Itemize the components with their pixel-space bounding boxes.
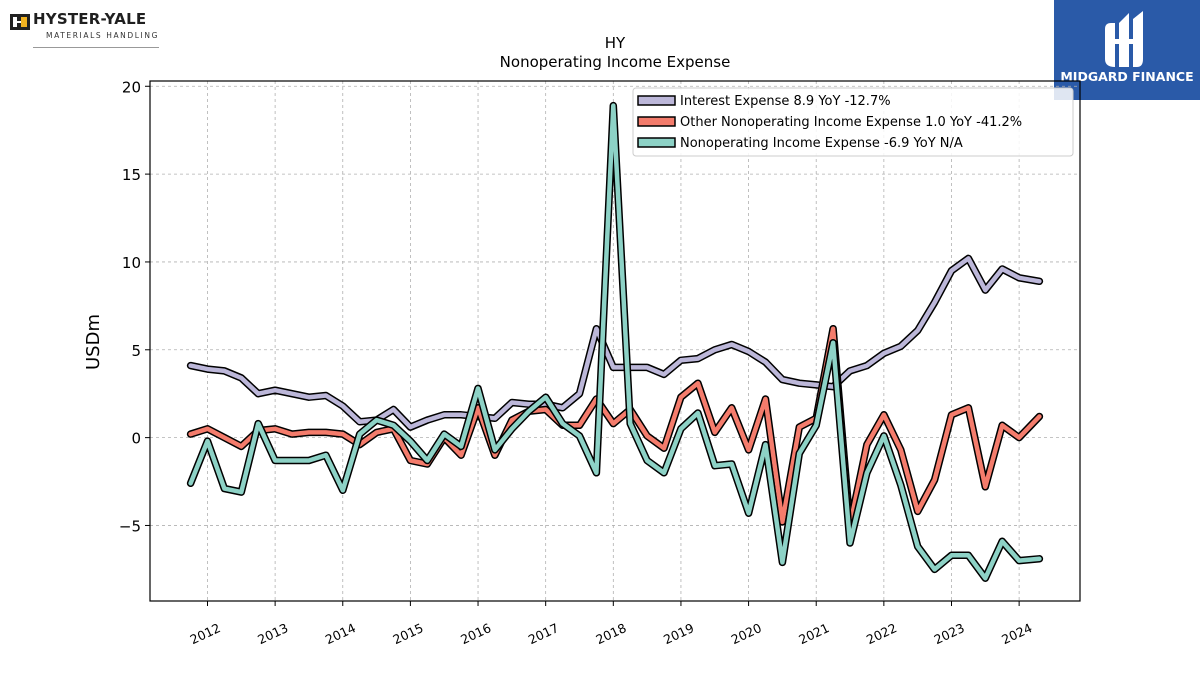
legend-entry: Nonoperating Income Expense -6.9 YoY N/A	[680, 136, 963, 151]
series-stroke	[188, 326, 1042, 528]
chart-subtitle: Nonoperating Income Expense	[500, 53, 731, 71]
midgard-brand-text: MIDGARD FINANCE	[1060, 69, 1194, 84]
y-tick-label: 10	[122, 254, 141, 272]
y-tick-label: −5	[119, 517, 141, 535]
hyster-yale-subtitle-text: MATERIALS HANDLING	[46, 31, 159, 40]
x-tick-label: 2014	[323, 620, 358, 647]
y-tick-label: 5	[131, 342, 141, 360]
grid-lines	[150, 81, 1080, 601]
series-stroke	[188, 103, 1042, 581]
x-tick-label: 2021	[796, 620, 831, 647]
y-tick-label: 0	[131, 430, 141, 448]
legend-swatch	[637, 95, 676, 106]
x-tick-label: 2012	[188, 620, 223, 647]
interest-expense-line	[186, 254, 1044, 431]
y-tick-label: 15	[122, 166, 141, 184]
series-lines	[186, 101, 1044, 582]
x-tick-label: 2013	[255, 620, 290, 647]
legend: Interest Expense 8.9 YoY -12.7% Other Non…	[632, 87, 1074, 157]
logo-divider	[33, 47, 159, 48]
legend-box	[632, 87, 1074, 157]
x-tick-label: 2020	[729, 620, 764, 647]
x-tick-label: 2015	[390, 620, 425, 647]
y-axis-label: USDm	[83, 314, 104, 370]
x-tick-label: 2024	[999, 620, 1034, 647]
hyster-yale-logo: HYSTER-YALE MATERIALS HANDLING	[10, 10, 160, 48]
nonoperating-income-line	[186, 101, 1044, 582]
x-tick-label: 2018	[593, 620, 628, 647]
x-tick-label: 2023	[932, 620, 967, 647]
hyster-yale-mark-icon	[10, 14, 30, 30]
legend-swatch	[637, 116, 676, 127]
legend-entry: Interest Expense 8.9 YoY -12.7%	[680, 94, 891, 109]
midgard-finance-logo: MIDGARD FINANCE	[1054, 0, 1200, 100]
plot-frame	[149, 80, 1081, 602]
y-tick-label: 20	[122, 78, 141, 96]
x-tick-label: 2016	[458, 620, 493, 647]
midgard-mark-icon	[1105, 11, 1143, 67]
series-stroke	[188, 256, 1042, 430]
hyster-yale-brand-text: HYSTER-YALE	[33, 10, 147, 28]
legend-entry: Other Nonoperating Income Expense 1.0 Yo…	[680, 115, 1022, 130]
series-outline	[186, 254, 1044, 431]
x-tick-label: 2017	[526, 620, 561, 647]
other-nonoperating-line	[186, 324, 1044, 530]
x-tick-label: 2022	[864, 620, 899, 647]
chart-title: HY	[605, 34, 626, 52]
x-tick-label: 2019	[661, 620, 696, 647]
legend-swatch	[637, 137, 676, 148]
